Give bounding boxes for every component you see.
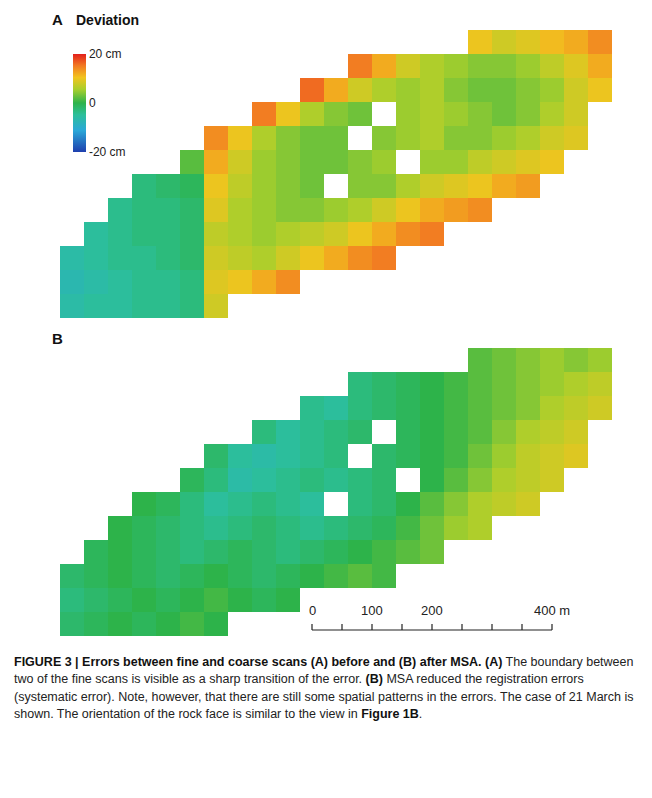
svg-text:0: 0 (89, 96, 96, 110)
svg-text:-20 cm: -20 cm (89, 145, 126, 159)
svg-text:400 m: 400 m (534, 603, 570, 618)
html-text:FIGURE 3 | Errors between fine: FIGURE 3 | Errors between fine and coars… (14, 655, 634, 721)
svg-text:20 cm: 20 cm (89, 47, 122, 61)
svg-text:0: 0 (309, 603, 316, 618)
svg-text:B: B (52, 330, 63, 347)
svg-text:200: 200 (421, 603, 443, 618)
svg-text:Deviation: Deviation (76, 12, 139, 28)
svg-text:100: 100 (361, 603, 383, 618)
svg-text:A: A (52, 11, 63, 28)
